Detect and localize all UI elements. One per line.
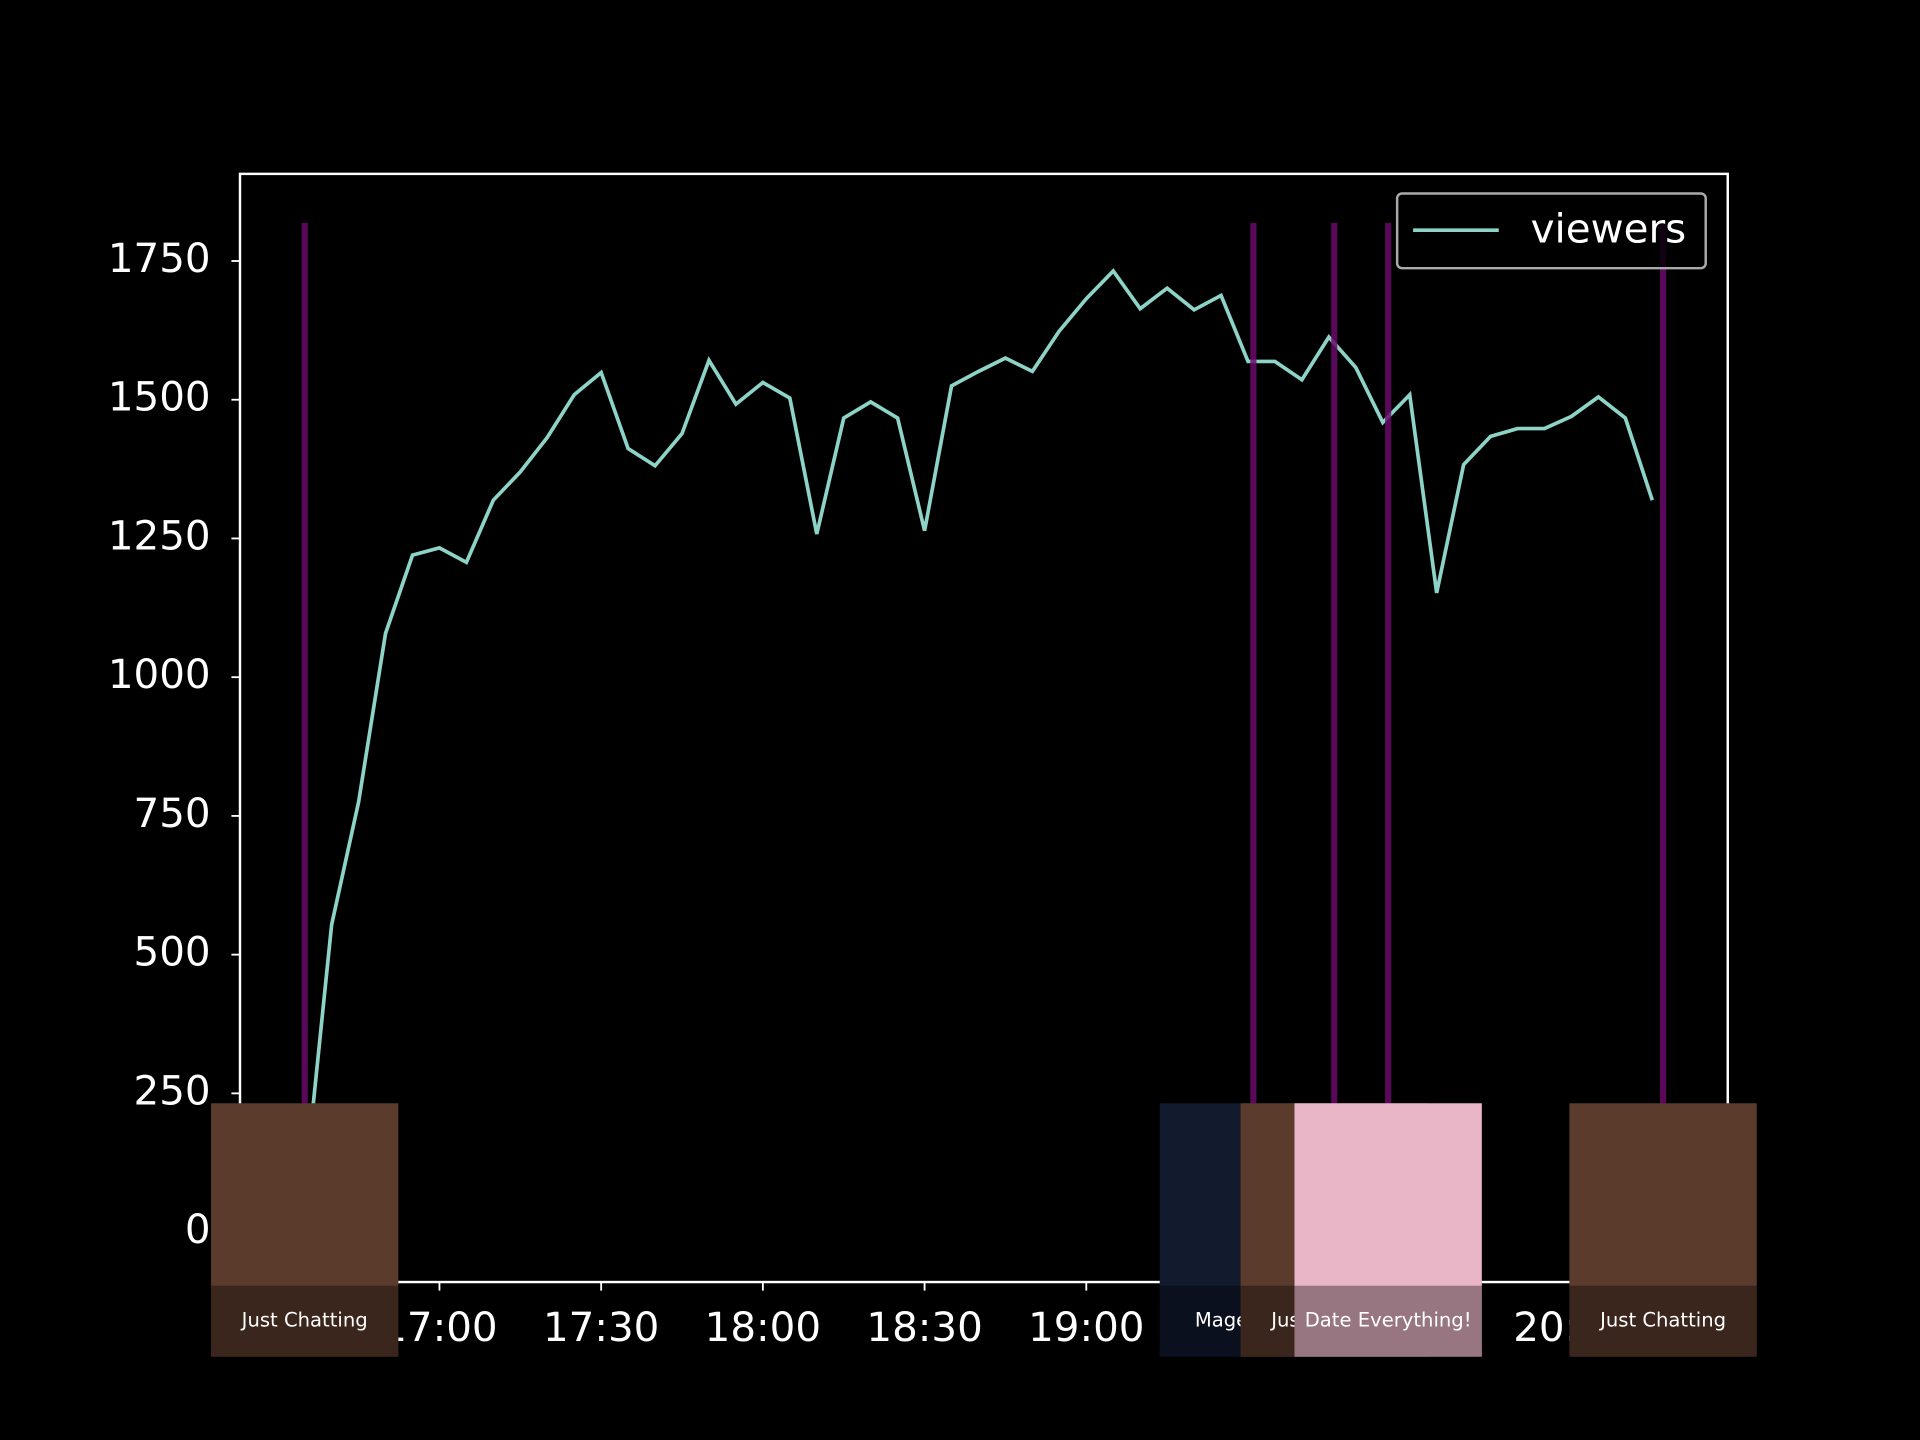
y-tick-label: 750 xyxy=(134,789,211,837)
thumbnail-shade xyxy=(1569,1285,1757,1357)
game-thumbnail: Date Everything! xyxy=(1294,1103,1482,1357)
thumbnail-shade xyxy=(1294,1285,1482,1357)
legend-box xyxy=(1395,192,1707,270)
thumbnail-label: Just Chatting xyxy=(240,1309,368,1332)
legend: viewers xyxy=(1395,192,1707,270)
y-tick-label: 1750 xyxy=(108,234,211,282)
y-tick-label: 0 xyxy=(185,1205,211,1253)
y-tick-label: 250 xyxy=(134,1066,211,1114)
thumbnail-shade xyxy=(211,1285,399,1357)
y-tick-label: 1000 xyxy=(108,650,211,698)
thumbnail-label: Date Everything! xyxy=(1305,1309,1472,1332)
thumbnail-image xyxy=(211,1103,399,1357)
x-tick-label: 18:30 xyxy=(866,1303,982,1351)
thumbnail-label: Just Chatting xyxy=(1598,1309,1726,1332)
y-tick-label: 1250 xyxy=(108,511,211,559)
x-tick-label: 17:00 xyxy=(381,1303,497,1351)
thumbnail-image xyxy=(1294,1103,1482,1357)
x-tick-label: 17:30 xyxy=(543,1303,659,1351)
x-tick-label: 18:00 xyxy=(705,1303,821,1351)
legend-label: viewers xyxy=(1531,204,1687,252)
y-tick-label: 500 xyxy=(134,928,211,976)
y-tick-label: 1500 xyxy=(108,373,211,421)
game-thumbnail: Just Chatting xyxy=(211,1103,399,1357)
thumbnail-image xyxy=(1569,1103,1757,1357)
game-thumbnail: Just Chatting xyxy=(1569,1103,1757,1357)
axes-frame xyxy=(238,172,1729,1284)
x-tick-label: 19:00 xyxy=(1028,1303,1144,1351)
viewers-line xyxy=(302,268,1655,1188)
